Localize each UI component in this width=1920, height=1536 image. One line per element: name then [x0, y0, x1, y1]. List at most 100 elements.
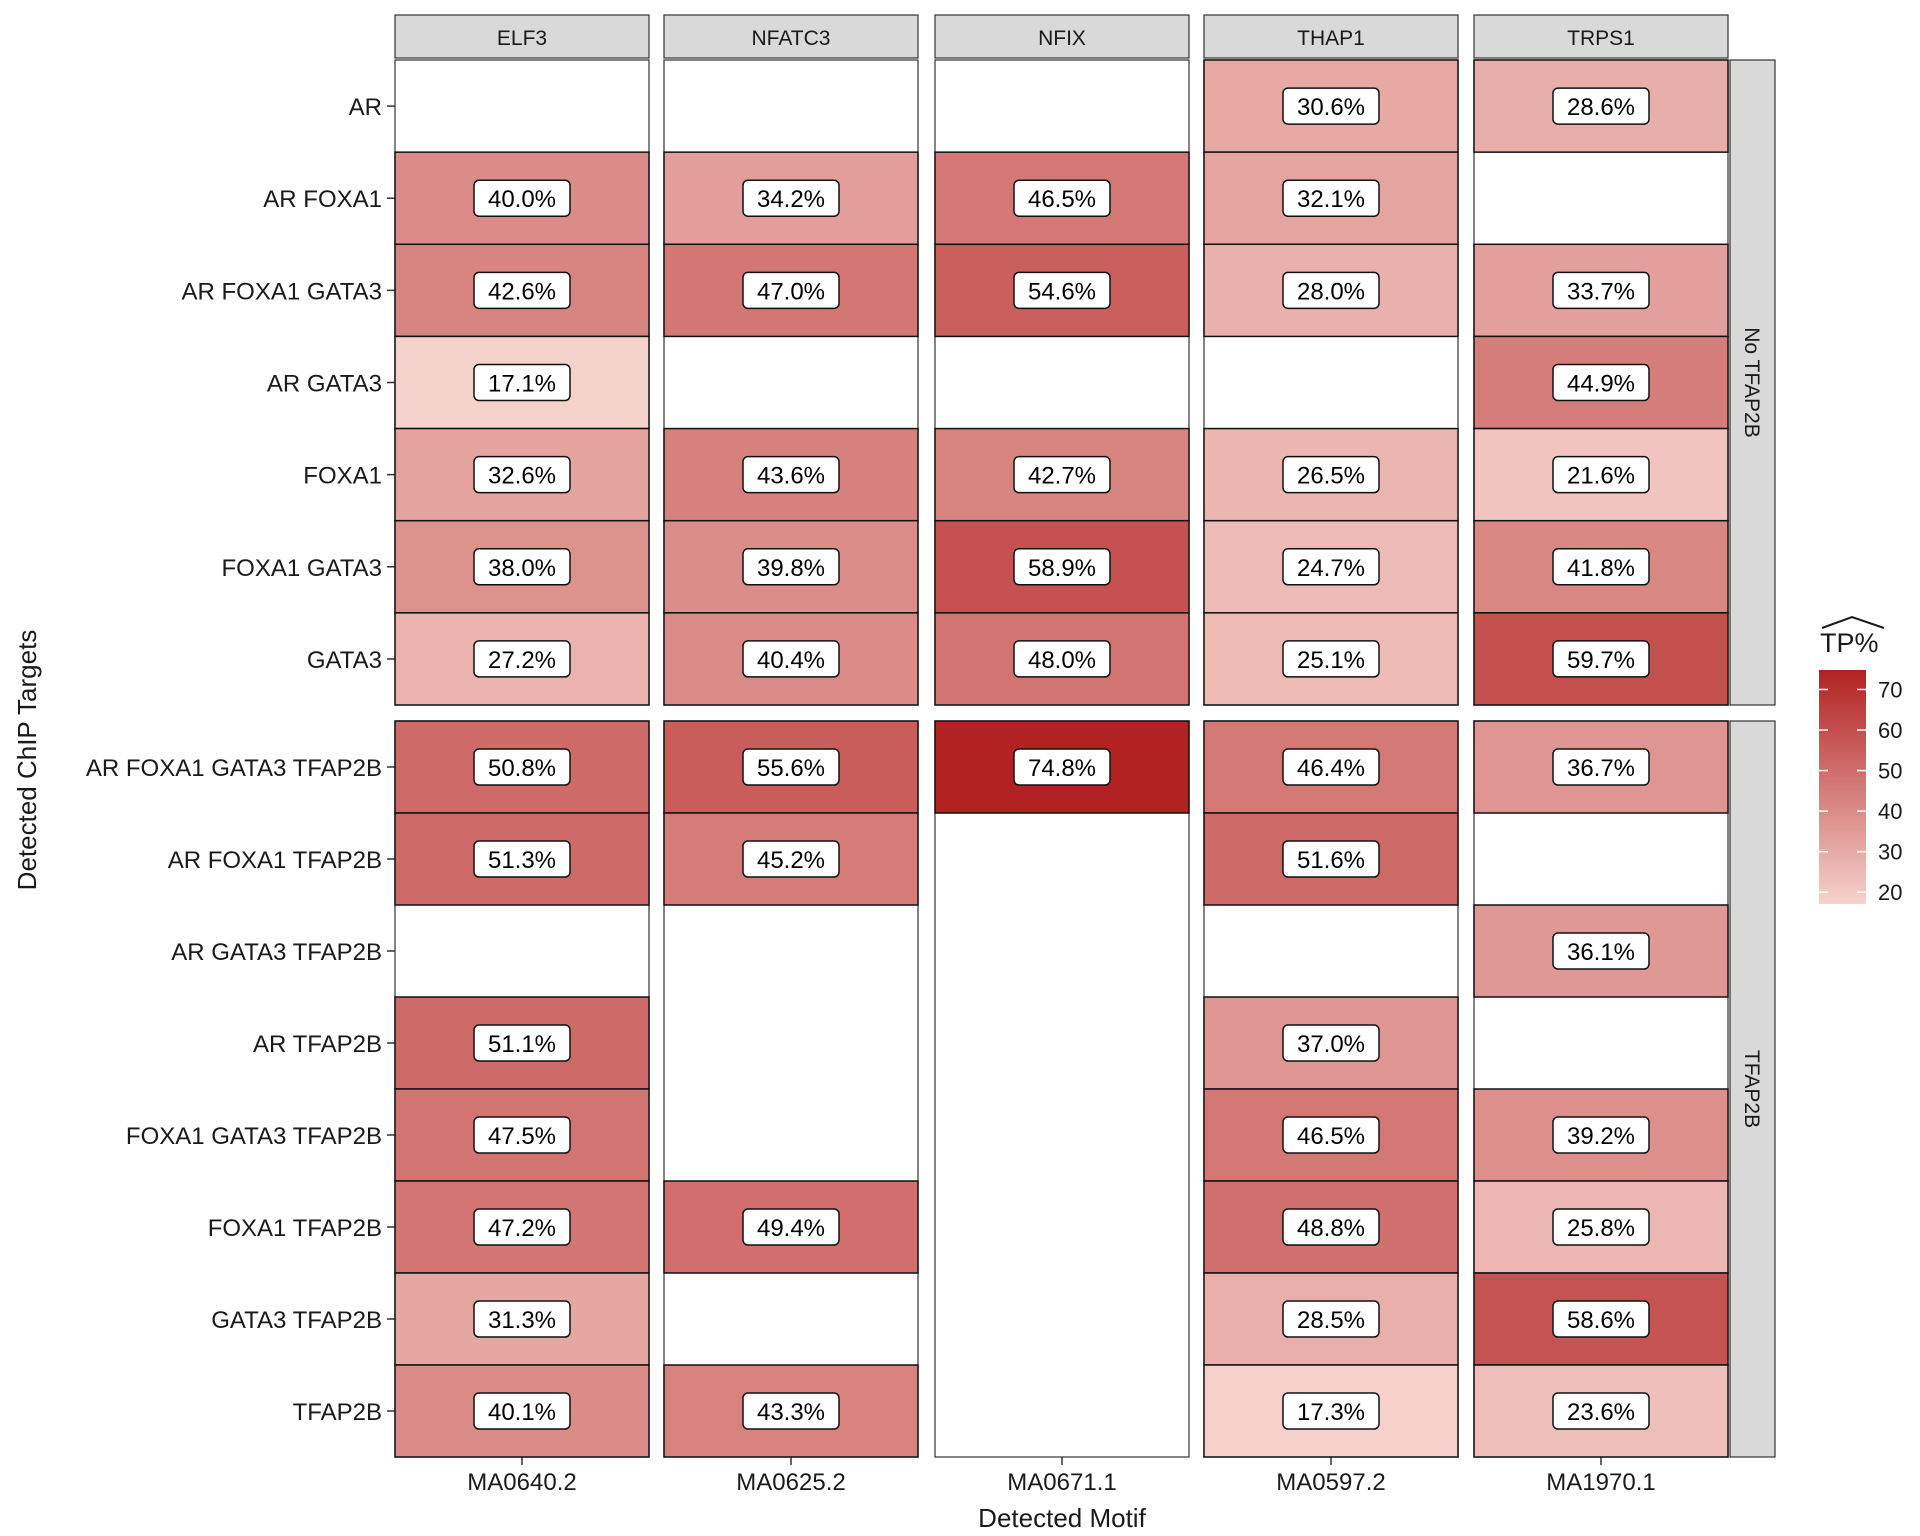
facet-strip	[934, 14, 1190, 59]
value-label-box	[473, 1300, 571, 1338]
value-label-box	[1552, 1116, 1650, 1154]
y-tick-label: FOXA1 GATA3 TFAP2B	[126, 1123, 382, 1150]
x-tick-label: MA0625.2	[736, 1469, 845, 1496]
value-label: 27.2%	[488, 647, 556, 674]
facet-strip-label: ELF3	[497, 27, 547, 50]
value-label: 39.2%	[1567, 1123, 1635, 1150]
facet-strip-label: No TFAP2B	[1740, 327, 1763, 438]
value-label-box	[1552, 548, 1650, 586]
legend-tick-label: 20	[1878, 880, 1902, 905]
y-tick-label: AR FOXA1	[263, 186, 382, 213]
value-label-box	[742, 455, 840, 494]
value-label-box	[1013, 748, 1111, 786]
value-label: 36.7%	[1567, 755, 1635, 782]
value-label: 28.5%	[1297, 1307, 1365, 1334]
value-label-box	[1282, 1024, 1380, 1062]
y-tick-label: GATA3 TFAP2B	[211, 1307, 382, 1334]
value-label: 51.6%	[1297, 847, 1365, 874]
value-label: 17.1%	[488, 371, 556, 398]
value-label: 31.3%	[488, 1307, 556, 1334]
value-label-box	[473, 748, 571, 786]
y-tick-label: TFAP2B	[293, 1399, 382, 1426]
value-label: 23.6%	[1567, 1399, 1635, 1426]
value-label-box	[742, 748, 840, 786]
value-label: 50.8%	[488, 755, 556, 782]
value-label-box	[1552, 1300, 1650, 1338]
value-label-box	[1282, 1208, 1380, 1246]
value-label: 44.9%	[1567, 371, 1635, 398]
value-label-box	[1552, 455, 1650, 494]
value-label: 48.0%	[1028, 647, 1096, 674]
value-label: 74.8%	[1028, 755, 1096, 782]
value-label-box	[742, 179, 840, 217]
value-label: 46.5%	[1297, 1123, 1365, 1150]
facet-strip-label: THAP1	[1297, 27, 1365, 50]
value-label-box	[1282, 179, 1380, 217]
value-label-box	[742, 271, 840, 310]
y-tick-label: AR FOXA1 GATA3	[182, 278, 383, 305]
value-label: 30.6%	[1297, 94, 1365, 121]
value-label: 37.0%	[1297, 1031, 1365, 1058]
value-label-box	[473, 455, 571, 494]
facet-strip-label: NFATC3	[752, 27, 831, 50]
x-axis-title: Detected Motif	[978, 1503, 1146, 1533]
facet-strip-label: NFIX	[1038, 27, 1086, 50]
legend-tick-label: 30	[1878, 840, 1902, 865]
value-label-box	[742, 840, 840, 878]
value-label-box	[1552, 87, 1650, 125]
value-label-box	[473, 548, 571, 586]
legend-tick-label: 40	[1878, 799, 1902, 824]
value-label: 40.0%	[488, 186, 556, 213]
value-label: 47.5%	[488, 1123, 556, 1150]
value-label-box	[742, 1392, 840, 1430]
facet-strip	[663, 14, 919, 59]
legend-title: TP%	[1820, 628, 1879, 658]
value-label: 59.7%	[1567, 647, 1635, 674]
y-tick-label: AR FOXA1 GATA3 TFAP2B	[86, 755, 382, 782]
value-label-box	[1013, 640, 1111, 678]
y-tick-label: AR	[349, 94, 382, 121]
value-label-box	[742, 640, 840, 678]
value-label: 32.1%	[1297, 186, 1365, 213]
value-label: 46.5%	[1028, 186, 1096, 213]
value-label-box	[473, 640, 571, 678]
x-tick-label: MA1970.1	[1546, 1469, 1655, 1496]
value-label-box	[1013, 455, 1111, 494]
value-label: 32.6%	[488, 463, 556, 490]
value-label: 46.4%	[1297, 755, 1365, 782]
value-label: 28.0%	[1297, 278, 1365, 305]
y-tick-label: AR GATA3	[267, 371, 382, 398]
value-label: 47.2%	[488, 1215, 556, 1242]
value-label-box	[1282, 271, 1380, 310]
panel	[934, 720, 1190, 1458]
value-label: 55.6%	[757, 755, 825, 782]
value-label-box	[1282, 548, 1380, 586]
value-label-box	[1282, 455, 1380, 494]
value-label-box	[473, 1024, 571, 1062]
value-label-box	[742, 548, 840, 586]
y-tick-label: GATA3	[307, 647, 382, 674]
legend-title-hat	[1821, 615, 1885, 629]
value-label: 21.6%	[1567, 463, 1635, 490]
y-axis-title: Detected ChIP Targets	[12, 630, 42, 891]
facet-strip	[1203, 14, 1459, 59]
value-label-box	[1282, 748, 1380, 786]
value-label: 41.8%	[1567, 555, 1635, 582]
value-label: 28.6%	[1567, 94, 1635, 121]
legend-tick-label: 50	[1878, 759, 1902, 784]
x-tick-label: MA0640.2	[467, 1469, 576, 1496]
value-label-box	[473, 1392, 571, 1430]
value-label-box	[473, 271, 571, 310]
legend-colorbar	[1819, 670, 1866, 904]
value-label-box	[473, 363, 571, 402]
y-tick-label: AR FOXA1 TFAP2B	[168, 847, 382, 874]
value-label-box	[473, 1208, 571, 1246]
value-label-box	[473, 840, 571, 878]
value-label: 24.7%	[1297, 555, 1365, 582]
value-label: 39.8%	[757, 555, 825, 582]
value-label: 17.3%	[1297, 1399, 1365, 1426]
y-tick-label: FOXA1	[303, 463, 382, 490]
value-label: 34.2%	[757, 186, 825, 213]
facet-strip	[394, 14, 650, 59]
